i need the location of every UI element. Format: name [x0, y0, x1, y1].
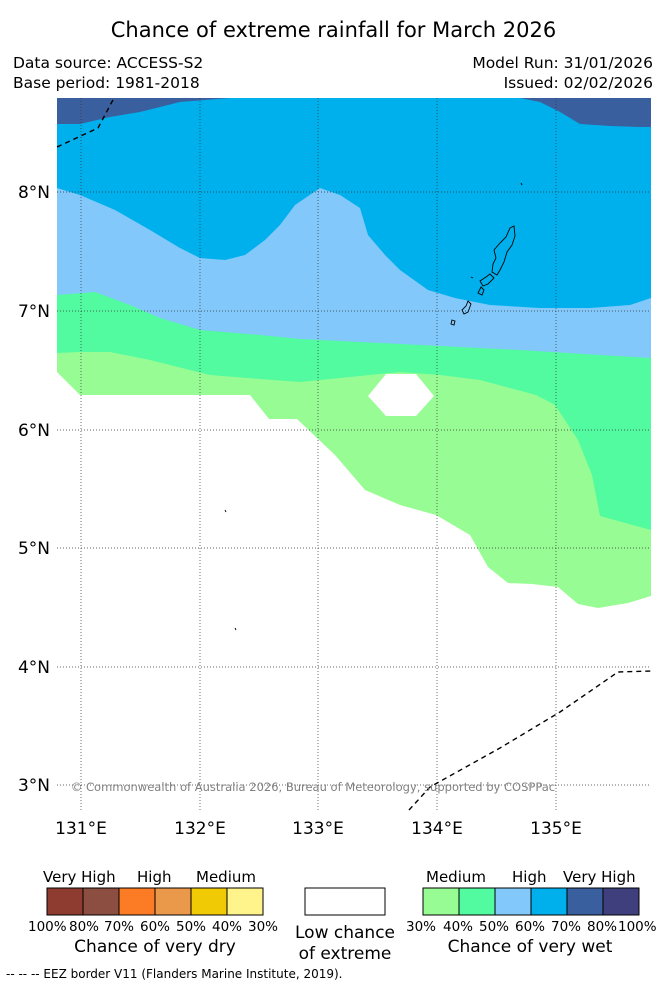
wet-swatch-50-60 — [494, 887, 532, 916]
dry-tick-60: 60% — [140, 919, 171, 935]
wet-swatch-80-100 — [602, 887, 640, 916]
chart-title: Chance of extreme rainfall for March 202… — [110, 18, 557, 42]
wet-tick-80: 80% — [587, 919, 618, 935]
region-high-wet-70 — [57, 98, 651, 308]
lat-label-8n: 8°N — [18, 183, 50, 203]
island-small — [470, 276, 474, 279]
region-low-chance-hole — [368, 374, 434, 416]
dry-swatch-60-50 — [154, 887, 192, 916]
wet-tick-30: 30% — [406, 919, 437, 935]
dry-tick-80: 80% — [69, 919, 100, 935]
dry-label-high: High — [137, 868, 172, 886]
dry-swatch-100-80 — [46, 887, 84, 916]
wet-legend-title: Chance of very wet — [447, 937, 613, 957]
latitude-labels: 8°N 7°N 6°N 5°N 4°N 3°N — [18, 183, 50, 796]
lon-label-134e: 134°E — [411, 819, 463, 839]
lon-label-132e: 132°E — [174, 819, 226, 839]
wet-tick-50: 50% — [479, 919, 510, 935]
dry-tick-100: 100% — [28, 919, 67, 935]
dry-swatch-70-60 — [118, 887, 156, 916]
gridlines — [57, 98, 651, 810]
eez-border — [56, 97, 652, 811]
model-run-text: Model Run: 31/01/2026 — [472, 54, 653, 72]
dry-tick-70: 70% — [104, 919, 135, 935]
wet-tick-40: 40% — [443, 919, 474, 935]
island-peleliu — [461, 300, 472, 315]
wet-swatch-60-70 — [530, 887, 568, 916]
lat-label-4n: 4°N — [18, 658, 50, 678]
issued-text: Issued: 02/02/2026 — [503, 74, 653, 92]
dry-tick-50: 50% — [176, 919, 207, 935]
probability-fields — [57, 98, 651, 810]
copyright-text: © Commonwealth of Australia 2026, Bureau… — [71, 780, 555, 794]
island-rock-islands — [477, 286, 485, 296]
island-koror — [479, 273, 495, 287]
dry-tick-40: 40% — [212, 919, 243, 935]
low-chance-line2: of extreme — [298, 944, 392, 964]
dry-label-medium: Medium — [196, 868, 256, 886]
eez-border-northwest — [56, 97, 115, 148]
wet-swatch-40-50 — [458, 887, 496, 916]
eez-footnote: -- -- -- EEZ border V11 (Flanders Marine… — [6, 967, 343, 981]
wet-tick-60: 60% — [515, 919, 546, 935]
dry-swatch-50-40 — [190, 887, 228, 916]
lon-label-131e: 131°E — [55, 819, 107, 839]
wet-label-very-high: Very High — [563, 868, 636, 886]
dry-colorbar — [46, 887, 264, 916]
dry-swatch-80-70 — [82, 887, 120, 916]
palau-islands — [224, 182, 523, 631]
base-period-text: Base period: 1981-2018 — [13, 74, 200, 92]
lat-label-5n: 5°N — [18, 539, 50, 559]
island-angaur — [450, 319, 456, 326]
island-kayangel — [520, 182, 523, 186]
longitude-labels: 131°E 132°E 133°E 134°E 135°E — [55, 819, 582, 839]
region-very-high-wet-80 — [57, 98, 651, 127]
dry-label-very-high: Very High — [43, 868, 116, 886]
island-babeldaob — [491, 225, 516, 276]
wet-swatch-70-80 — [566, 887, 604, 916]
eez-border-southeast — [408, 670, 652, 811]
dry-tick-30: 30% — [248, 919, 279, 935]
low-chance-swatch — [304, 887, 386, 916]
wet-swatch-30-40 — [422, 887, 460, 916]
lon-label-135e: 135°E — [530, 819, 582, 839]
wet-colorbar — [422, 887, 640, 916]
island-tobi — [234, 627, 237, 631]
lat-label-7n: 7°N — [18, 302, 50, 322]
low-chance-line1: Low chance — [295, 923, 395, 943]
wet-tick-70: 70% — [551, 919, 582, 935]
island-sonsorol — [224, 509, 227, 513]
wet-label-high: High — [512, 868, 547, 886]
dry-legend-title: Chance of very dry — [74, 937, 236, 957]
wet-label-medium: Medium — [426, 868, 486, 886]
lon-label-133e: 133°E — [292, 819, 344, 839]
lat-label-6n: 6°N — [18, 421, 50, 441]
dry-swatch-40-30 — [226, 887, 264, 916]
lat-label-3n: 3°N — [18, 776, 50, 796]
data-source-text: Data source: ACCESS-S2 — [13, 54, 204, 72]
wet-tick-100: 100% — [618, 919, 657, 935]
